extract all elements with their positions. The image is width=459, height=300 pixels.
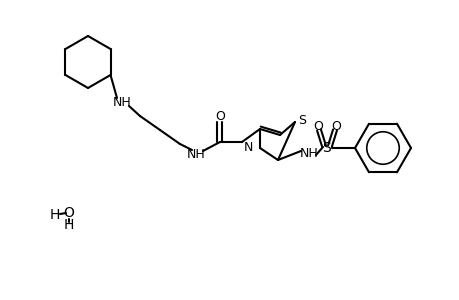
Text: H: H: [64, 218, 74, 232]
Text: N: N: [243, 140, 252, 154]
Text: O: O: [63, 206, 74, 220]
Text: NH: NH: [112, 95, 131, 109]
Text: NH: NH: [299, 146, 318, 160]
Text: S: S: [322, 141, 330, 155]
Text: O: O: [215, 110, 224, 122]
Text: O: O: [313, 119, 322, 133]
Text: S: S: [297, 113, 305, 127]
Text: H: H: [50, 208, 60, 222]
Text: NH: NH: [186, 148, 205, 160]
Text: O: O: [330, 119, 340, 133]
